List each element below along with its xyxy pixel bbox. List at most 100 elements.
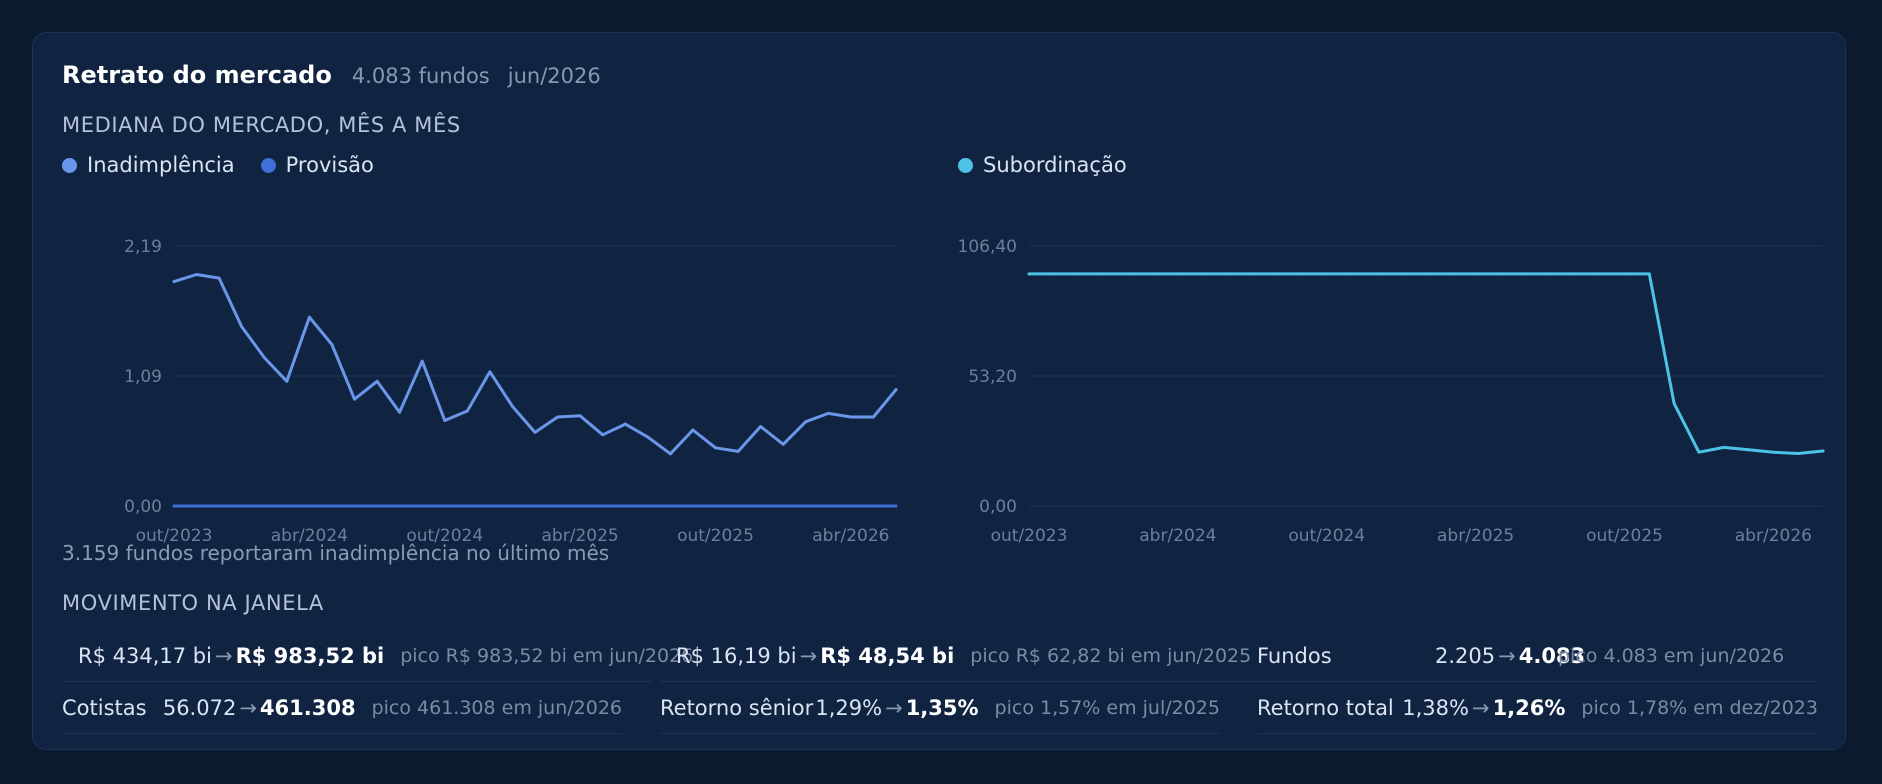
series-provisao-point [894, 504, 898, 508]
series-subordinacao-point [1325, 272, 1329, 276]
x-tick-label: out/2024 [1288, 526, 1365, 546]
legend-label: Provisão [285, 153, 374, 177]
series-subordinacao-line [1027, 272, 1825, 455]
series-provisao-point [195, 504, 198, 508]
movement-label: Retorno total [1257, 696, 1394, 720]
series-provisao-point [443, 504, 447, 508]
series-provisao-point [714, 504, 717, 508]
series-subordinacao-point [1176, 272, 1180, 276]
chart-subordinacao: 0,00 53,20 106,40 out/2023 abr/2024 out/2024 a… [958, 237, 1825, 546]
series-inadimplencia-point [668, 452, 672, 456]
legend-label: Subordinação [983, 153, 1127, 177]
movement-from: 56.072 [162, 696, 237, 720]
series-inadimplencia-point [556, 415, 559, 419]
y-tick-label: 0,00 [124, 497, 162, 517]
series-provisao-point [511, 504, 514, 508]
series-provisao-point [533, 504, 537, 508]
series-subordinacao-point [1499, 272, 1502, 276]
x-tick-label: abr/2026 [812, 526, 889, 546]
legend-dot [62, 157, 77, 173]
series-provisao-point [420, 504, 424, 508]
series-inadimplencia-point [736, 449, 740, 453]
movement-peak: pico R$ 983,52 bi em jun/2026 [400, 645, 694, 667]
series-subordinacao-point [1747, 448, 1750, 452]
series-subordinacao-point [1672, 401, 1676, 405]
series-subordinacao-point [1052, 272, 1056, 276]
movement-from: 1,29% [815, 696, 883, 720]
series-provisao-point [262, 504, 266, 508]
card-header: Retrato do mercado 4.083 fundos jun/2026 [62, 61, 601, 89]
movement-to: 4.083 [1518, 644, 1586, 668]
series-inadimplencia-point [398, 410, 402, 414]
series-inadimplencia-point [217, 276, 221, 280]
series-provisao-point [307, 504, 311, 508]
series-inadimplencia-point [578, 414, 582, 418]
x-tick-label: abr/2024 [1139, 526, 1216, 546]
series-subordinacao-point [1350, 272, 1353, 276]
series-subordinacao-point [1399, 272, 1403, 276]
series-provisao-point [872, 504, 875, 508]
series-inadimplencia-point [353, 397, 356, 401]
series-inadimplencia-point [646, 435, 650, 439]
chart-inadimplencia-provisao: 0,00 1,09 2,19 out/2023 abr/2024 out/2024 abr/… [124, 237, 898, 546]
series-provisao-point [330, 504, 334, 508]
movement-peak: pico R$ 62,82 bi em jun/2025 [970, 645, 1252, 667]
series-inadimplencia-point [623, 422, 627, 426]
series-subordinacao-point [1201, 272, 1205, 276]
card-title: Retrato do mercado [62, 61, 332, 89]
series-provisao-point [668, 504, 672, 508]
x-tick-label: abr/2026 [1735, 526, 1812, 546]
y-tick-label: 1,09 [124, 367, 162, 387]
series-inadimplencia-point [872, 415, 875, 419]
series-inadimplencia-point [375, 379, 379, 383]
period-label: jun/2026 [507, 64, 601, 88]
series-subordinacao-point [1102, 272, 1105, 276]
movement-to: R$ 983,52 bi [235, 644, 385, 668]
series-subordinacao-point [1523, 272, 1527, 276]
series-subordinacao-point [1548, 272, 1552, 276]
series-subordinacao-point [1126, 272, 1130, 276]
legend-label: Inadimplência [87, 153, 235, 177]
series-inadimplencia-point [533, 430, 537, 434]
movement-label: Fundos [1257, 644, 1332, 668]
y-tick-label: 0,00 [979, 497, 1017, 517]
legend-item-inadimplencia: Inadimplência [62, 153, 235, 177]
series-provisao-point [285, 504, 289, 508]
series-provisao-point [217, 504, 221, 508]
movement-values: R$ 16,19 bi → R$ 48,54 bi [676, 644, 955, 668]
x-tick-label: out/2023 [991, 526, 1068, 546]
series-subordinacao-point [1300, 272, 1304, 276]
series-subordinacao-point [1796, 452, 1800, 455]
movement-values: 2.205 → 4.083 [1435, 644, 1586, 668]
series-provisao-point [172, 504, 176, 508]
series-subordinacao-point [1151, 272, 1155, 276]
movement-values: R$ 434,17 bi → R$ 983,52 bi [78, 644, 385, 668]
series-subordinacao-point [1821, 449, 1825, 453]
series-subordinacao-point [1771, 450, 1775, 454]
movement-peak: pico 4.083 em jun/2026 [1558, 645, 1785, 667]
series-provisao-point [375, 504, 379, 508]
series-inadimplencia-point [285, 379, 289, 383]
legend-dot [958, 157, 973, 173]
movement-to: 461.308 [259, 696, 356, 720]
series-provisao-point [736, 504, 740, 508]
series-subordinacao-point [1697, 450, 1701, 454]
series-subordinacao-point [1250, 272, 1254, 276]
x-tick-label: abr/2024 [271, 526, 348, 546]
series-subordinacao-point [1226, 272, 1229, 276]
series-subordinacao-point [1077, 272, 1081, 276]
series-provisao-point [398, 504, 402, 508]
x-tick-label: out/2025 [677, 526, 754, 546]
series-inadimplencia-point [714, 446, 717, 450]
series-inadimplencia-point [443, 419, 447, 422]
series-provisao-point [804, 504, 808, 508]
series-inadimplencia-point [691, 428, 695, 432]
series-provisao-point [488, 504, 492, 508]
series-subordinacao-point [1449, 272, 1453, 276]
movement-to: 1,35% [905, 696, 979, 720]
series-inadimplencia-point [781, 442, 785, 446]
movement-peak: pico 461.308 em jun/2026 [371, 697, 622, 719]
series-provisao-point [353, 504, 356, 508]
series-subordinacao-point [1374, 272, 1378, 276]
legend-dot [260, 157, 276, 173]
